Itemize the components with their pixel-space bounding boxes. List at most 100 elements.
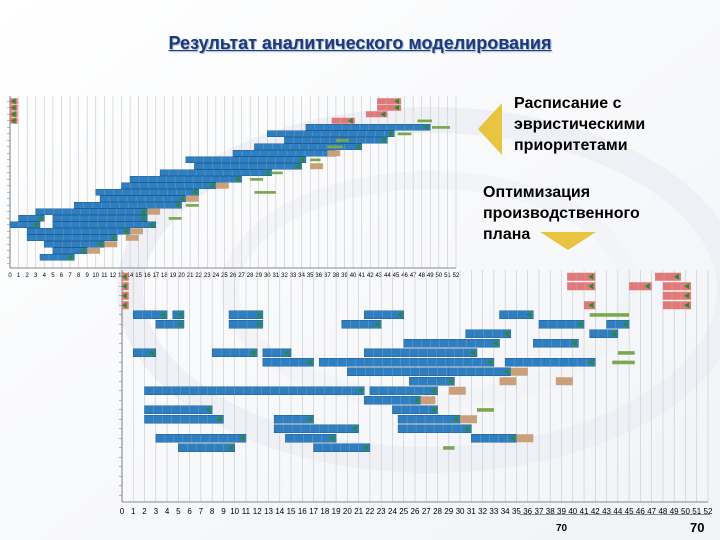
gantt-task-setup (365, 111, 388, 118)
x-tick-label: 7 (199, 507, 204, 516)
task-end-marker (208, 182, 214, 189)
task-end-marker (110, 234, 116, 241)
x-tick-label: 36 (523, 507, 532, 516)
gantt-grid (119, 270, 709, 503)
task-end-marker (67, 254, 73, 261)
task-end-marker (10, 117, 16, 124)
task-end-marker (588, 359, 594, 366)
gantt-task-tail (310, 158, 321, 162)
x-tick-label: 34 (298, 273, 305, 279)
task-end-marker (492, 340, 498, 347)
x-tick-label: 15 (135, 273, 142, 279)
x-tick-label: 30 (456, 507, 465, 516)
gantt-task-bar (267, 130, 395, 137)
gantt-task-bar (99, 195, 187, 202)
gantt-task-bar (194, 163, 302, 170)
x-tick-label: 29 (255, 273, 262, 279)
gantt-task-bar (364, 348, 478, 357)
x-tick-label: 23 (204, 273, 211, 279)
gantt-task-setup (662, 291, 692, 300)
x-tick-label: 33 (290, 273, 297, 279)
x-tick-label: 32 (281, 273, 288, 279)
x-tick-label: 5 (176, 507, 181, 516)
x-tick-label: 12 (253, 507, 262, 516)
task-end-marker (97, 241, 103, 248)
gantt-task-bar (159, 169, 272, 176)
task-end-marker (394, 104, 400, 111)
task-end-marker (622, 321, 628, 328)
task-end-marker (374, 321, 380, 328)
x-tick-label: 28 (247, 273, 254, 279)
gantt-task-bar (155, 320, 185, 329)
x-tick-label: 4 (165, 507, 170, 516)
gantt-task-bar (144, 405, 213, 414)
page-number-small: 70 (556, 523, 568, 534)
task-end-marker (10, 111, 16, 118)
gantt-task-bar (129, 176, 242, 183)
gantt-task-wait (310, 163, 324, 170)
task-end-marker (413, 397, 419, 404)
gantt-task-bar (499, 310, 534, 319)
task-end-marker (234, 176, 240, 183)
x-tick-label: 1 (17, 273, 21, 279)
x-tick-label: 4 (43, 273, 47, 279)
x-tick-label: 27 (238, 273, 245, 279)
x-tick-label: 22 (365, 507, 374, 516)
task-end-marker (33, 221, 39, 228)
task-end-marker (453, 416, 459, 423)
x-tick-label: 32 (478, 507, 487, 516)
task-end-marker (430, 406, 436, 413)
task-end-marker (10, 104, 16, 111)
task-end-marker (329, 435, 335, 442)
x-tick-label: 42 (591, 507, 600, 516)
task-end-marker (306, 416, 312, 423)
x-tick-label: 36 (315, 273, 322, 279)
task-end-marker (588, 273, 594, 280)
task-end-marker (577, 321, 583, 328)
gantt-task-bar (364, 310, 404, 319)
gantt-task-setup (655, 272, 681, 281)
task-end-marker (227, 444, 233, 451)
task-end-marker (205, 406, 211, 413)
page-title: Результат аналитического моделирования (168, 33, 552, 53)
x-tick-label: 31 (273, 273, 280, 279)
x-tick-label: 8 (210, 507, 215, 516)
gantt-task-bar (606, 320, 630, 329)
gantt-task-tail (397, 132, 412, 136)
gantt-task-setup (377, 98, 402, 105)
x-tick-label: 3 (154, 507, 159, 516)
gantt-task-bar (397, 415, 461, 424)
gantt-task-wait (104, 241, 118, 248)
task-end-marker (264, 169, 270, 176)
gantt-task-tail (327, 145, 343, 149)
gantt-tasks (121, 272, 692, 452)
gantt-tasks (9, 98, 450, 261)
task-end-marker (684, 283, 690, 290)
gantt-task-bar (228, 320, 264, 329)
x-tick-label: 44 (613, 507, 622, 516)
task-end-marker (394, 98, 400, 105)
gantt-task-setup (662, 282, 692, 291)
x-tick-label: 24 (213, 273, 220, 279)
gantt-task-tail (417, 119, 432, 123)
heuristic-caption: Расписание с эвристическими приоритетами (514, 95, 646, 154)
x-tick-label: 1 (131, 507, 136, 516)
x-tick-label: 10 (92, 273, 99, 279)
task-end-marker (588, 302, 594, 309)
x-tick-label: 16 (298, 507, 307, 516)
down-arrow-icon (540, 232, 596, 250)
gantt-task-bar (369, 386, 438, 395)
x-tick-label: 42 (367, 273, 374, 279)
task-end-marker (148, 349, 154, 356)
gantt-task-wait (185, 195, 199, 202)
x-tick-label: 25 (221, 273, 228, 279)
x-tick-label: 8 (77, 273, 81, 279)
page-number-large: 70 (690, 520, 705, 535)
gantt-task-tail (612, 360, 635, 365)
x-tick-label: 16 (144, 273, 151, 279)
gantt-task-tail (168, 217, 182, 220)
x-tick-label: 9 (221, 507, 226, 516)
task-end-marker (216, 416, 222, 423)
task-end-marker (121, 273, 127, 280)
gantt-task-bar (465, 329, 512, 338)
